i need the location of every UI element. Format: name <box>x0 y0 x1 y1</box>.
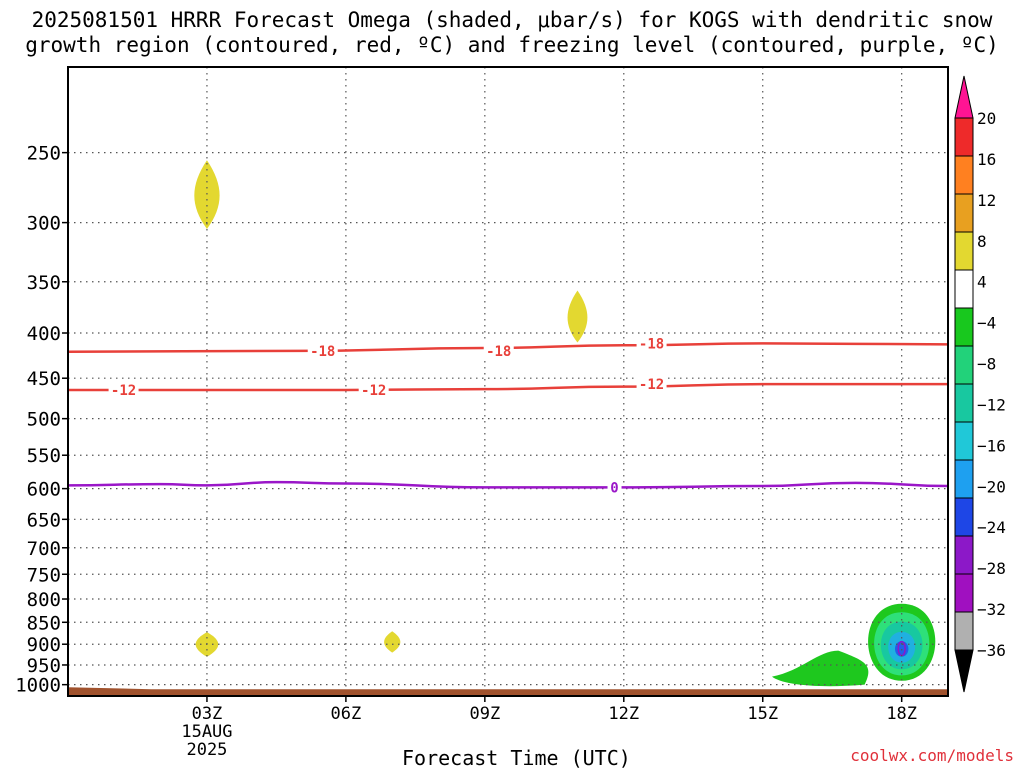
contour-label: -12 <box>639 377 664 393</box>
colorbar-label: −28 <box>977 559 1006 578</box>
x-tick-label: 03Z <box>192 704 223 724</box>
x-tick-label: 15Z <box>747 704 778 724</box>
y-tick-label: 700 <box>27 538 61 560</box>
colorbar-label: 8 <box>977 232 987 251</box>
y-tick-label: 850 <box>27 612 61 634</box>
x-tick-label: 12Z <box>608 704 639 724</box>
contour-label-bg <box>483 342 514 359</box>
y-tick-label: 600 <box>27 479 61 501</box>
colorbar-label: 4 <box>977 273 987 292</box>
colorbar-band <box>954 117 974 157</box>
colorbar-band <box>954 269 974 309</box>
terrain-fill <box>68 687 948 696</box>
colorbar-label: −32 <box>977 600 1006 619</box>
contour-label-bg <box>307 342 338 359</box>
colorbar-band <box>954 459 974 499</box>
x-tick-label: 06Z <box>331 704 362 724</box>
y-tick-label: 550 <box>27 445 61 467</box>
omega-region-positive <box>194 160 220 229</box>
colorbar-label: −24 <box>977 518 1006 537</box>
contour-label: -18 <box>310 344 335 360</box>
omega-region-negative <box>772 650 869 687</box>
contour-label-bg <box>636 376 667 393</box>
plot-frame <box>67 66 949 697</box>
contour-label: 0 <box>610 480 618 496</box>
colorbar-label: −12 <box>977 395 1006 414</box>
colorbar-label: 20 <box>977 109 996 128</box>
contour-label: -12 <box>361 383 386 399</box>
plot-area <box>68 67 948 696</box>
colorbar-band <box>954 573 974 613</box>
contour-label-bg <box>607 479 622 496</box>
x-tick-label: 18Z <box>886 704 917 724</box>
colorbar-label: −36 <box>977 641 1006 660</box>
colorbar-label: −4 <box>977 314 996 333</box>
y-tick-label: 500 <box>27 409 61 431</box>
y-tick-label: 250 <box>27 143 61 165</box>
omega-region-positive <box>567 290 588 343</box>
colorbar-band <box>954 155 974 195</box>
chart-title: 2025081501 HRRR Forecast Omega (shaded, … <box>25 8 999 57</box>
colorbar-band <box>954 193 974 233</box>
contour-label-bg <box>108 381 139 398</box>
colorbar-label: 12 <box>977 191 996 210</box>
credit-link[interactable]: coolwx.com/models <box>850 746 1014 765</box>
colorbar-top-arrow <box>954 75 974 119</box>
colorbar-band <box>954 611 974 651</box>
contour-line-0 <box>67 480 949 489</box>
colorbar-band <box>954 231 974 271</box>
colorbar-band <box>954 345 974 385</box>
y-tick-label: 400 <box>27 323 61 345</box>
contour-label: -18 <box>486 344 511 360</box>
contour-label-bg <box>636 335 667 352</box>
contour-line--12 <box>68 382 948 392</box>
y-tick-label: 450 <box>27 368 61 390</box>
colorbar-label: −16 <box>977 436 1006 455</box>
contour-label-bg <box>358 381 389 398</box>
colorbar-bottom-arrow <box>954 649 974 693</box>
x-date-label: 15AUG <box>181 722 232 742</box>
contour-label: -12 <box>111 383 136 399</box>
omega-region-positive <box>384 631 401 653</box>
x-tick-label: 09Z <box>469 704 500 724</box>
colorbar-band <box>954 421 974 461</box>
y-tick-label: 800 <box>27 589 61 611</box>
y-tick-label: 350 <box>27 272 61 294</box>
colorbar-band <box>954 307 974 347</box>
colorbar-band <box>954 497 974 537</box>
y-tick-label: 950 <box>27 655 61 677</box>
x-axis-label: Forecast Time (UTC) <box>402 746 631 770</box>
y-tick-label: 1000 <box>15 675 61 697</box>
y-tick-label: 900 <box>27 634 61 656</box>
contour-label: -18 <box>639 336 664 352</box>
y-tick-label: 300 <box>27 213 61 235</box>
colorbar-band <box>954 535 974 575</box>
y-tick-label: 650 <box>27 509 61 531</box>
colorbar-label: −8 <box>977 355 996 374</box>
contour-line--18 <box>67 342 949 353</box>
colorbar-band <box>954 383 974 423</box>
colorbar-label: 16 <box>977 150 996 169</box>
y-tick-label: 750 <box>27 564 61 586</box>
colorbar-label: −20 <box>977 477 1006 496</box>
x-date-label: 2025 <box>186 740 227 760</box>
